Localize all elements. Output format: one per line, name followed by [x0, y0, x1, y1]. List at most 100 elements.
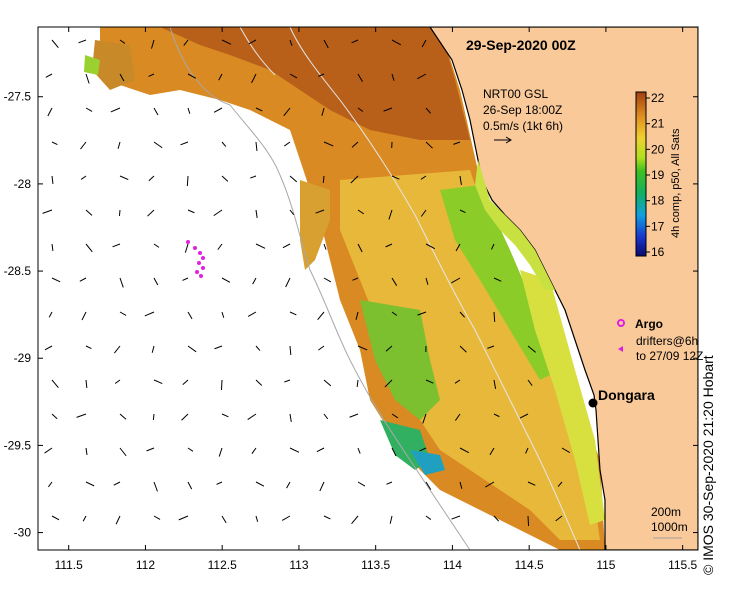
current-vector — [284, 379, 291, 383]
current-vector — [113, 481, 121, 486]
vector-scale-label: 0.5m/s (1kt 6h) — [483, 119, 563, 133]
current-vector — [322, 175, 325, 184]
current-vector — [527, 379, 533, 386]
current-vector — [153, 107, 159, 116]
current-vector — [47, 107, 53, 117]
current-vector — [182, 379, 189, 386]
current-vector — [79, 277, 87, 282]
x-tick-label: 113.5 — [361, 558, 390, 572]
current-vector — [289, 209, 295, 216]
current-vector — [391, 73, 395, 81]
sst-field — [84, 27, 605, 550]
current-vector — [289, 73, 298, 79]
current-vector — [357, 209, 365, 215]
current-vector — [417, 73, 427, 80]
current-vector — [251, 447, 257, 454]
current-vector — [110, 107, 121, 113]
colorbar-tick-label: 21 — [651, 117, 665, 131]
current-vector — [44, 345, 53, 351]
current-vector — [44, 447, 53, 454]
current-vector — [425, 107, 431, 114]
colorbar-tick-label: 17 — [651, 219, 665, 233]
current-vector — [85, 345, 92, 349]
current-vector — [114, 379, 121, 384]
current-vector — [454, 379, 461, 384]
current-vector — [186, 175, 189, 187]
current-vector — [425, 379, 434, 384]
current-vector — [153, 243, 160, 248]
current-vector — [153, 141, 163, 149]
current-vector — [384, 379, 393, 388]
current-vector — [385, 243, 393, 248]
current-vector — [85, 447, 88, 455]
y-tick-label: -30 — [14, 526, 32, 540]
current-vector — [323, 413, 329, 420]
current-vector — [352, 277, 359, 281]
current-vector — [453, 141, 461, 145]
current-vector — [146, 447, 155, 452]
drifter-legend-line2: to 27/09 12Z — [636, 349, 703, 363]
current-vector — [425, 515, 432, 520]
current-vector — [425, 141, 433, 149]
current-vector — [489, 447, 495, 456]
current-vector — [187, 73, 197, 79]
current-vector — [493, 311, 496, 323]
current-vector — [357, 243, 363, 253]
current-vector — [187, 209, 195, 214]
current-vector — [148, 175, 155, 182]
current-vector — [247, 413, 257, 420]
argo-drifter-track — [186, 240, 205, 278]
current-vector — [147, 209, 155, 217]
current-vector — [112, 243, 121, 248]
current-vector — [485, 481, 495, 488]
current-vector — [221, 141, 227, 147]
current-vector — [491, 243, 495, 250]
current-vector — [356, 379, 359, 388]
current-vector — [182, 277, 189, 281]
current-vector — [85, 379, 88, 389]
current-vector — [289, 447, 300, 453]
current-vector — [213, 107, 223, 113]
current-vector — [216, 481, 223, 485]
current-vector — [493, 277, 502, 282]
x-tick-label: 115 — [596, 558, 615, 572]
credit-text: © IMOS 30-Sep-2020 21:20 Hobart — [700, 355, 716, 575]
current-vector — [85, 481, 95, 487]
current-vector — [289, 311, 297, 316]
current-vector — [144, 311, 155, 317]
current-vector — [281, 515, 291, 521]
current-vector — [357, 107, 364, 112]
current-vector — [420, 209, 427, 217]
current-vector — [187, 107, 191, 114]
current-vector — [221, 311, 225, 318]
current-vector — [525, 447, 529, 454]
colorbar-tick-label: 19 — [651, 168, 665, 182]
current-vector — [357, 73, 363, 83]
current-vector — [493, 515, 500, 522]
current-vector — [213, 209, 223, 217]
current-vector — [459, 345, 467, 353]
current-vector — [42, 209, 53, 214]
current-vector — [357, 345, 368, 351]
argo-legend-icon — [617, 319, 625, 327]
current-vector — [51, 141, 58, 146]
current-vector — [321, 107, 325, 116]
colorbar — [635, 91, 647, 257]
current-vector — [255, 243, 266, 249]
current-vector — [318, 345, 325, 351]
current-vector — [255, 379, 263, 386]
current-vector — [119, 73, 125, 82]
colorbar-ticks: 22 21 20 19 18 17 16 — [646, 91, 665, 259]
current-vector — [391, 447, 397, 457]
current-vector — [221, 39, 232, 45]
current-vector — [119, 311, 127, 316]
current-vector — [247, 311, 257, 317]
current-vector — [218, 73, 223, 81]
current-vector — [351, 515, 359, 524]
current-vector — [118, 209, 121, 217]
current-vector — [351, 141, 359, 148]
y-tick-label: -27.5 — [4, 90, 32, 104]
current-vector — [422, 413, 427, 424]
current-vector — [153, 481, 158, 492]
